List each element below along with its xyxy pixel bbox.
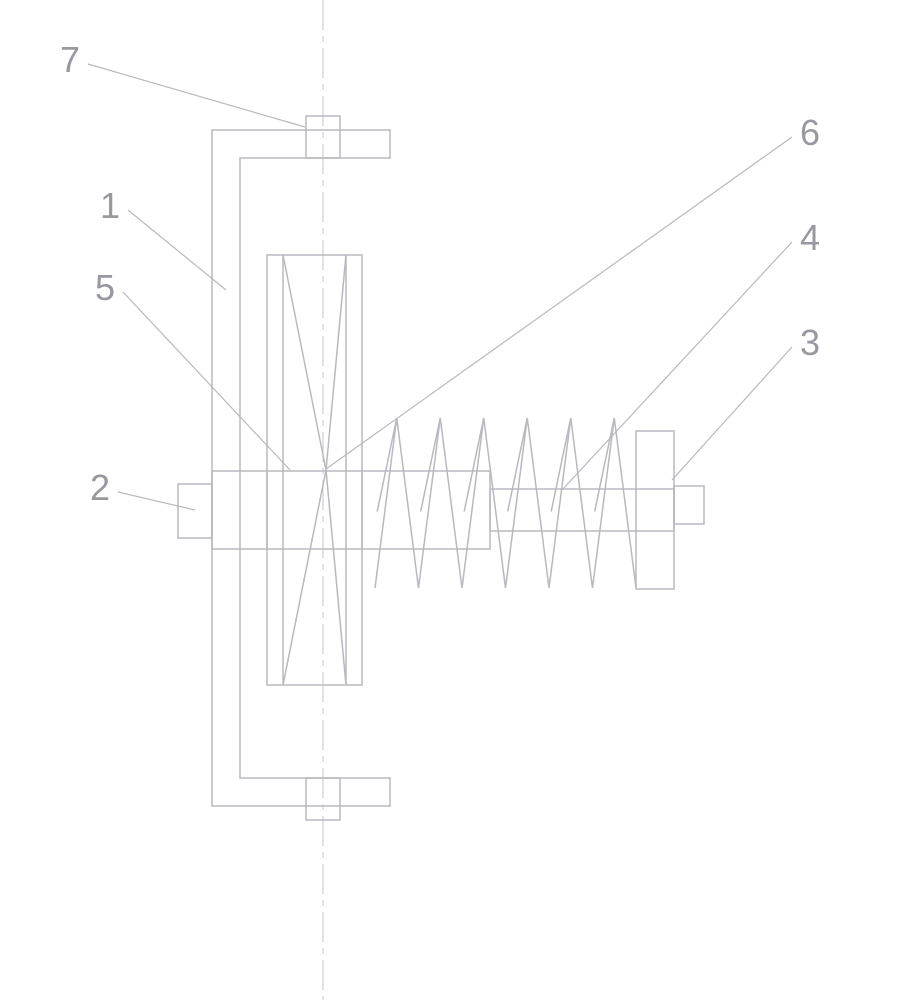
callout-label-2: 2 xyxy=(90,467,110,508)
callout-label-6: 6 xyxy=(800,112,820,153)
callout-label-7: 7 xyxy=(60,39,80,80)
callout-label-4: 4 xyxy=(800,217,820,258)
diagram-canvas: 1 2 3 4 5 6 7 xyxy=(0,0,897,1000)
callout-label-3: 3 xyxy=(800,322,820,363)
callout-label-1: 1 xyxy=(100,185,120,226)
callout-label-5: 5 xyxy=(95,267,115,308)
